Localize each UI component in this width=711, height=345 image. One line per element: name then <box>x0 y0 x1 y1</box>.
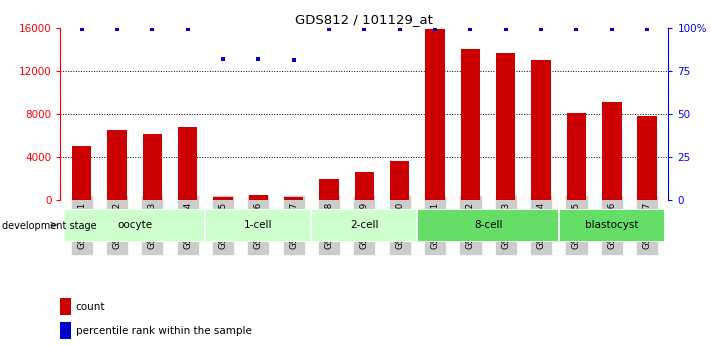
Point <box>641 27 653 32</box>
Point <box>465 27 476 32</box>
Title: GDS812 / 101129_at: GDS812 / 101129_at <box>296 13 433 27</box>
Text: 8-cell: 8-cell <box>474 220 503 230</box>
Text: 1-cell: 1-cell <box>244 220 272 230</box>
Point <box>394 27 405 32</box>
Bar <box>60 322 71 339</box>
Point <box>324 27 335 32</box>
Text: development stage: development stage <box>2 221 97 231</box>
Bar <box>143 134 162 200</box>
Point <box>606 27 617 32</box>
Point <box>500 27 511 32</box>
Point <box>358 27 370 32</box>
Point <box>288 58 299 63</box>
Bar <box>107 130 127 200</box>
Point <box>112 27 123 32</box>
Point <box>429 27 441 32</box>
Bar <box>72 146 91 200</box>
Point <box>76 27 87 32</box>
Bar <box>64 209 205 242</box>
Bar <box>178 127 198 200</box>
Point <box>218 56 229 61</box>
Point <box>571 27 582 32</box>
Bar <box>417 209 559 242</box>
Bar <box>559 209 665 242</box>
Point <box>146 27 158 32</box>
Bar <box>205 209 311 242</box>
Bar <box>496 53 515 200</box>
Text: blastocyst: blastocyst <box>585 220 638 230</box>
Bar <box>602 102 621 200</box>
Bar <box>355 172 374 200</box>
Text: count: count <box>75 302 105 312</box>
Bar <box>567 113 586 200</box>
Bar <box>531 60 551 200</box>
Point <box>535 27 547 32</box>
Bar <box>213 197 232 200</box>
Text: percentile rank within the sample: percentile rank within the sample <box>75 326 252 336</box>
Bar <box>390 161 410 200</box>
Bar <box>319 179 338 200</box>
Bar <box>638 116 657 200</box>
Text: oocyte: oocyte <box>117 220 152 230</box>
Bar <box>249 196 268 200</box>
Bar <box>425 29 445 200</box>
Bar <box>311 209 417 242</box>
Bar <box>284 197 304 200</box>
Point <box>252 56 264 61</box>
Bar <box>60 298 71 315</box>
Bar <box>461 49 480 200</box>
Point <box>182 27 193 32</box>
Text: 2-cell: 2-cell <box>350 220 379 230</box>
